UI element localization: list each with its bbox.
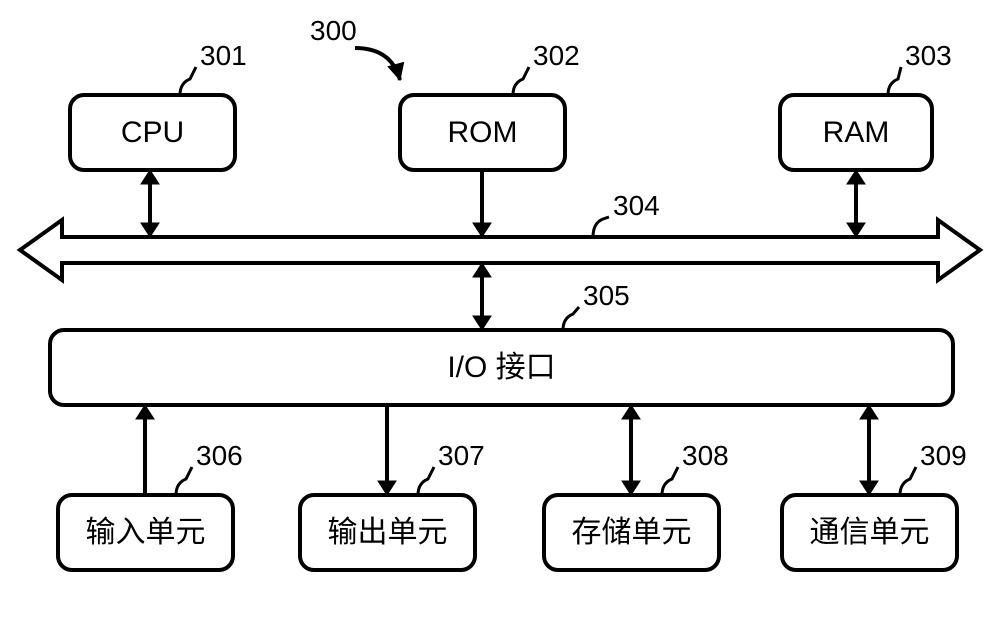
arrowhead-down-6 bbox=[622, 481, 640, 495]
figure-ref-arrow bbox=[355, 48, 400, 80]
arrowhead-down-3 bbox=[473, 316, 491, 330]
io-label: I/O 接口 bbox=[447, 351, 555, 384]
outp-ref-label: 307 bbox=[438, 440, 485, 471]
arrowhead-up-4 bbox=[136, 405, 154, 419]
inp-label: 输入单元 bbox=[86, 516, 206, 549]
io-ref-leader bbox=[563, 307, 579, 330]
arrowhead-down-1 bbox=[473, 223, 491, 237]
arrowhead-down-0 bbox=[141, 223, 159, 237]
arrowhead-up-6 bbox=[622, 405, 640, 419]
arrowhead-down-2 bbox=[847, 223, 865, 237]
connection-0 bbox=[141, 170, 159, 237]
system-block-diagram: 304 300 CPU 301 ROM 302 RAM 303 I/O 接口 305 输入单元 3… bbox=[0, 0, 1000, 622]
comm-label: 通信单元 bbox=[810, 516, 930, 549]
connection-2 bbox=[847, 170, 865, 237]
io-ref-label: 305 bbox=[583, 280, 630, 311]
arrowhead-down-5 bbox=[378, 481, 396, 495]
connection-3 bbox=[473, 263, 491, 330]
system-bus bbox=[20, 220, 980, 280]
io-block: I/O 接口 305 bbox=[50, 280, 953, 405]
arrowhead-up-0 bbox=[141, 170, 159, 184]
bus-ref-leader bbox=[593, 217, 609, 237]
connection-7 bbox=[860, 405, 878, 495]
arrowhead-up-2 bbox=[847, 170, 865, 184]
stor-ref-leader bbox=[662, 467, 678, 495]
arrowhead-up-3 bbox=[473, 263, 491, 277]
connection-1 bbox=[473, 170, 491, 237]
outp-block: 输出单元 307 bbox=[300, 440, 485, 570]
rom-label: ROM bbox=[448, 116, 518, 149]
rom-ref-leader bbox=[513, 67, 529, 95]
connection-6 bbox=[622, 405, 640, 495]
rom-ref-label: 302 bbox=[533, 40, 580, 71]
comm-ref-leader bbox=[900, 467, 916, 495]
bus-ref-label: 304 bbox=[613, 190, 660, 221]
rom-block: ROM 302 bbox=[400, 40, 580, 170]
ram-ref-label: 303 bbox=[905, 40, 952, 71]
ram-label: RAM bbox=[823, 116, 890, 149]
connection-5 bbox=[378, 405, 396, 495]
outp-label: 输出单元 bbox=[328, 516, 448, 549]
cpu-label: CPU bbox=[121, 116, 184, 149]
arrowhead-down-7 bbox=[860, 481, 878, 495]
inp-ref-leader bbox=[176, 467, 192, 495]
connection-4 bbox=[136, 405, 154, 495]
cpu-ref-leader bbox=[180, 67, 196, 95]
comm-block: 通信单元 309 bbox=[782, 440, 967, 570]
outp-ref-leader bbox=[418, 467, 434, 495]
stor-block: 存储单元 308 bbox=[544, 440, 729, 570]
cpu-ref-label: 301 bbox=[200, 40, 247, 71]
inp-ref-label: 306 bbox=[196, 440, 243, 471]
figure-ref-label: 300 bbox=[310, 15, 357, 46]
comm-ref-label: 309 bbox=[920, 440, 967, 471]
stor-ref-label: 308 bbox=[682, 440, 729, 471]
ram-ref-leader bbox=[888, 67, 901, 95]
arrowhead-up-7 bbox=[860, 405, 878, 419]
ram-block: RAM 303 bbox=[780, 40, 952, 170]
inp-block: 输入单元 306 bbox=[58, 440, 243, 570]
cpu-block: CPU 301 bbox=[70, 40, 247, 170]
stor-label: 存储单元 bbox=[572, 516, 692, 549]
